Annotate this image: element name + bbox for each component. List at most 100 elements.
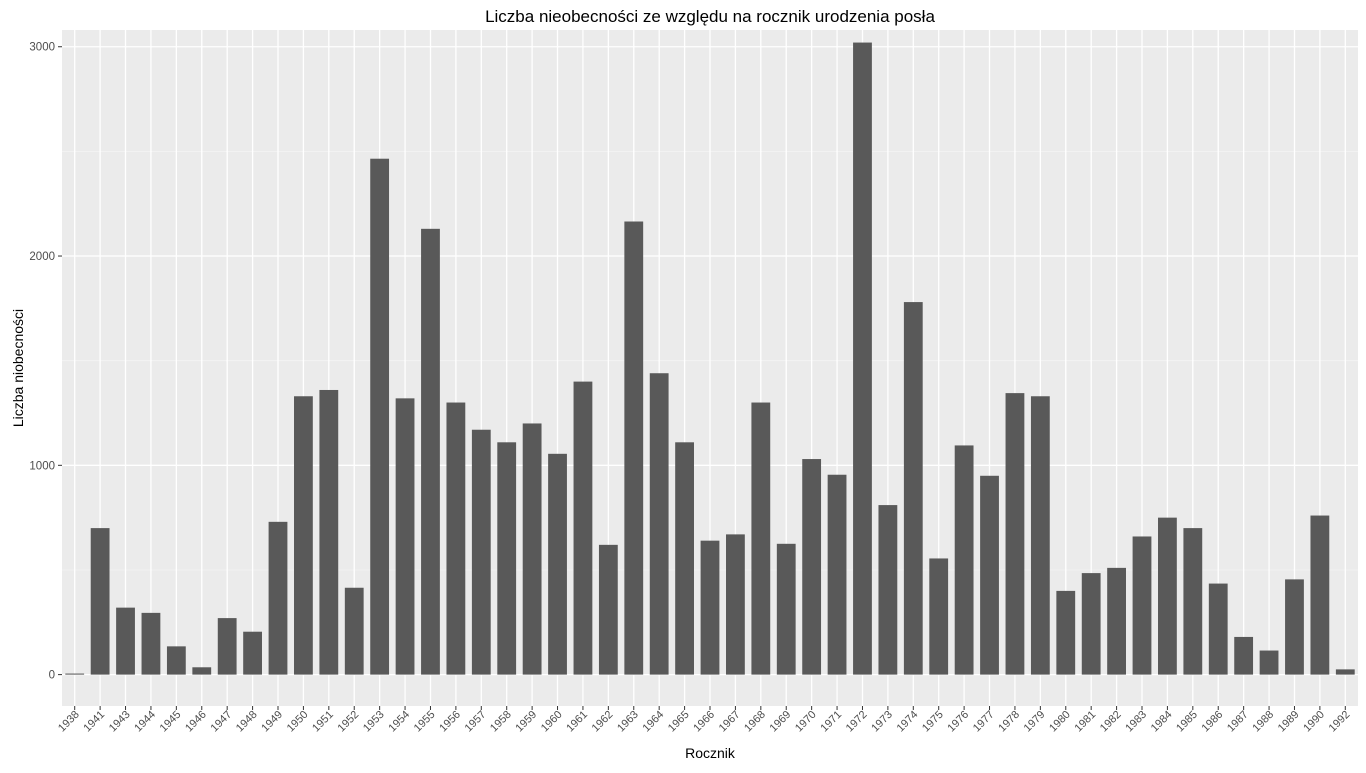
x-tick-label: 1976 [945, 709, 971, 735]
bar-1956 [446, 402, 466, 675]
bar-1978 [1005, 393, 1025, 675]
x-tick-label: 1964 [640, 709, 666, 735]
chart-title: Liczba nieobecności ze względu na roczni… [485, 7, 935, 26]
bar-1976 [954, 445, 974, 675]
bar-1964 [649, 373, 669, 675]
bar-1981 [1081, 573, 1101, 675]
bar-1957 [471, 429, 491, 675]
y-tick-label: 1000 [29, 460, 55, 472]
bar-1947 [217, 618, 237, 675]
x-tick-label: 1951 [310, 709, 336, 735]
x-tick-label: 1966 [691, 709, 717, 735]
bar-1965 [675, 442, 694, 675]
x-tick-label: 1945 [158, 709, 184, 735]
x-tick-label: 1941 [81, 709, 107, 735]
y-tick-label: 3000 [29, 42, 55, 54]
x-tick-label: 1954 [386, 709, 412, 735]
x-tick-label: 1979 [1022, 709, 1048, 735]
bar-1980 [1056, 590, 1076, 675]
x-tick-label: 1990 [1301, 709, 1327, 735]
bar-1987 [1234, 636, 1254, 675]
bar-1955 [421, 228, 440, 675]
x-tick-label: 1982 [1098, 709, 1124, 735]
bar-1966 [700, 540, 720, 675]
x-tick-label: 1985 [1174, 709, 1200, 735]
x-tick-label: 1989 [1276, 709, 1302, 735]
x-tick-label: 1972 [844, 709, 870, 735]
x-tick-label: 1950 [285, 709, 311, 735]
x-tick-label: 1956 [437, 709, 463, 735]
x-axis-label: Rocznik [685, 745, 736, 761]
bar-1959 [522, 423, 542, 675]
x-tick-label: 1947 [208, 709, 234, 735]
bar-1962 [598, 544, 618, 675]
bar-1973 [878, 505, 898, 675]
x-tick-label: 1949 [259, 709, 285, 735]
x-tick-label: 1980 [1047, 709, 1073, 735]
x-tick-label: 1974 [895, 709, 921, 735]
x-tick-label: 1957 [463, 709, 489, 735]
bar-1941 [90, 528, 110, 675]
bar-1954 [395, 398, 415, 675]
x-tick-label: 1961 [564, 709, 590, 735]
bar-1988 [1259, 650, 1279, 675]
y-tick-label: 2000 [29, 251, 55, 263]
bar-1953 [370, 158, 390, 675]
bar-1982 [1107, 567, 1126, 675]
bar-1972 [853, 42, 872, 675]
x-tick-label: 1946 [183, 709, 209, 735]
bar-1970 [802, 459, 822, 675]
bar-1943 [116, 607, 135, 675]
bar-1974 [903, 302, 923, 675]
x-tick-label: 1968 [742, 709, 768, 735]
bar-1984 [1158, 517, 1177, 675]
bar-1986 [1208, 583, 1228, 675]
bar-1989 [1285, 579, 1304, 675]
bar-1968 [751, 402, 771, 675]
x-tick-label: 1958 [488, 709, 514, 735]
x-tick-label: 1969 [768, 709, 794, 735]
x-tick-label: 1967 [717, 709, 743, 735]
x-tick-label: 1986 [1200, 709, 1226, 735]
bar-1971 [827, 474, 847, 675]
bar-1963 [624, 221, 644, 675]
x-tick-label: 1953 [361, 709, 387, 735]
x-tick-label: 1948 [234, 709, 260, 735]
bar-1979 [1030, 396, 1050, 675]
bar-1969 [776, 543, 796, 675]
x-tick-label: 1962 [590, 709, 616, 735]
bar-1975 [929, 558, 949, 675]
x-tick-label: 1960 [539, 709, 565, 735]
x-tick-label: 1978 [996, 709, 1022, 735]
x-tick-label: 1984 [1149, 709, 1175, 735]
x-tick-label: 1973 [869, 709, 895, 735]
bar-1990 [1310, 515, 1330, 675]
y-tick-label: 0 [49, 670, 55, 682]
x-tick-label: 1970 [793, 709, 819, 735]
bar-1952 [344, 587, 364, 675]
x-tick-label: 1988 [1250, 709, 1276, 735]
bar-1946 [192, 667, 212, 675]
bar-1948 [243, 631, 262, 675]
x-tick-label: 1992 [1327, 709, 1353, 735]
bar-1983 [1132, 536, 1152, 675]
x-tick-label: 1943 [107, 709, 133, 735]
x-tick-label: 1965 [666, 709, 692, 735]
x-tick-label: 1938 [56, 709, 82, 735]
bar-1960 [548, 453, 567, 675]
x-tick-label: 1952 [336, 709, 362, 735]
bar-1951 [319, 389, 339, 675]
x-tick-label: 1955 [412, 709, 438, 735]
bar-1958 [497, 442, 517, 675]
x-tick-label: 1975 [920, 709, 946, 735]
bar-1961 [573, 381, 593, 675]
x-tick-label: 1977 [971, 709, 997, 735]
x-tick-label: 1971 [818, 709, 844, 735]
y-axis-label: Liczba niobecności [10, 309, 26, 427]
bar-1992 [1335, 669, 1355, 675]
bar-1950 [294, 396, 313, 675]
bar-1938 [65, 673, 85, 675]
bar-1977 [980, 475, 999, 675]
